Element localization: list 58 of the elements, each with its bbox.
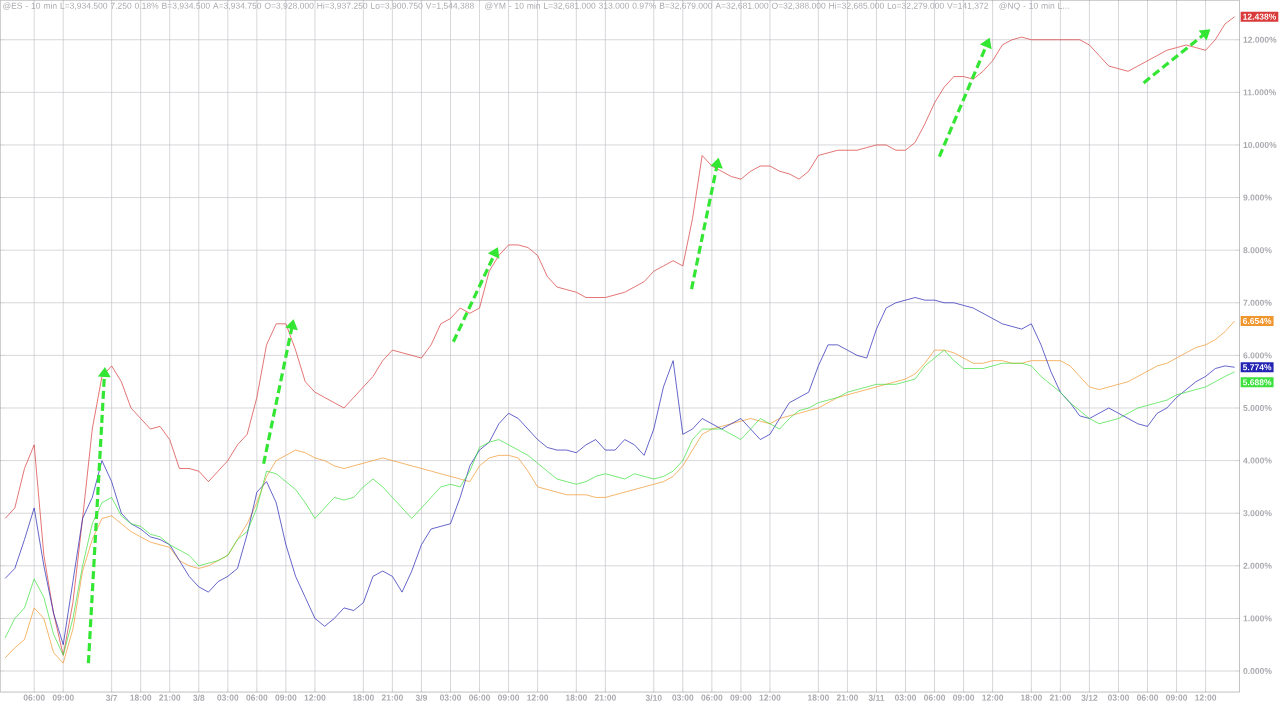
x-tick-label: 06:00 — [468, 694, 491, 701]
data-label: 5.774% — [1242, 364, 1272, 371]
x-tick-label: 09:00 — [953, 694, 975, 701]
y-tick-label: 8.000% — [1243, 247, 1272, 254]
x-tick-label: 03:00 — [439, 694, 462, 701]
x-tick-label: 09:00 — [52, 694, 74, 701]
x-tick-label: 03:00 — [672, 694, 694, 701]
x-tick-label: 06:00 — [701, 694, 723, 701]
x-tick-label: 21:00 — [1049, 694, 1071, 701]
x-tick-label: 21:00 — [381, 694, 403, 701]
x-tick-label: 18:00 — [1020, 694, 1042, 701]
annotation: @NQ - 10 min L... — [999, 2, 1069, 11]
y-tick-label: 6.000% — [1243, 352, 1272, 359]
x-tick-label: 09:00 — [497, 694, 520, 701]
x-tick-label: 3/11 — [868, 694, 885, 701]
y-tick-label: 3.000% — [1243, 510, 1272, 517]
x-tick-label: 3/10 — [645, 694, 662, 701]
x-tick-label: 09:00 — [730, 694, 752, 701]
x-tick-label: 06:00 — [923, 694, 946, 701]
x-tick-label: 21:00 — [159, 694, 181, 701]
y-tick-label: 9.000% — [1243, 194, 1272, 201]
data-label: 6.654% — [1242, 317, 1272, 324]
x-tick-label: 09:00 — [1165, 694, 1188, 701]
y-tick-label: 4.000% — [1243, 457, 1272, 464]
x-tick-label: 06:00 — [1136, 694, 1159, 701]
x-tick-label: 03:00 — [217, 694, 239, 701]
x-tick-label: 21:00 — [594, 694, 616, 701]
x-tick-label: 3/8 — [193, 694, 205, 701]
x-tick-label: 03:00 — [1107, 694, 1130, 701]
x-tick-label: 12:00 — [304, 694, 326, 701]
x-tick-label: 18:00 — [352, 694, 374, 701]
y-tick-label: 7.000% — [1243, 299, 1272, 306]
annotation: @YM - 10 min L=32,681.000 313.000 0.97% B=32,679.000 A=32,681.000 O=32,388.000 Hi=32,685.000 Lo=32,279.000 V=141,372 — [485, 2, 989, 10]
y-tick-label: 11.000% — [1243, 89, 1276, 96]
x-tick-label: 09:00 — [275, 694, 297, 701]
annotation: @ES - 10 min L=3,934.500 7.250 0.18% B=3,934.500 A=3,934.750 O=3,928.000 Hi=3,937.250 Lo=3,900.750 V=1,544,388 — [3, 2, 474, 10]
y-tick-label: 5.000% — [1243, 404, 1272, 411]
data-label: 12.438% — [1243, 13, 1277, 20]
x-tick-label: 3/9 — [415, 694, 428, 701]
x-tick-label: 18:00 — [807, 694, 829, 701]
x-tick-label: 18:00 — [565, 694, 587, 701]
y-tick-label: 2.000% — [1243, 562, 1272, 569]
x-tick-label: 03:00 — [894, 694, 917, 701]
x-tick-label: 12:00 — [982, 694, 1004, 701]
x-tick-label: 3/12 — [1081, 694, 1098, 701]
x-tick-label: 21:00 — [836, 694, 858, 701]
x-tick-label: 12:00 — [759, 694, 781, 701]
x-tick-label: 18:00 — [130, 694, 152, 701]
x-tick-label: 06:00 — [246, 694, 268, 701]
x-tick-label: 3/7 — [105, 694, 118, 701]
x-tick-label: 06:00 — [23, 694, 45, 701]
y-tick-label: 10.000% — [1243, 141, 1277, 148]
y-tick-label: 12.000% — [1243, 36, 1277, 43]
x-tick-label: 12:00 — [527, 694, 549, 701]
x-tick-label: 12:00 — [1195, 694, 1217, 701]
y-tick-label: 0.000% — [1243, 667, 1272, 674]
y-tick-label: 1.000% — [1243, 615, 1272, 622]
data-label: 5.688% — [1242, 379, 1272, 386]
